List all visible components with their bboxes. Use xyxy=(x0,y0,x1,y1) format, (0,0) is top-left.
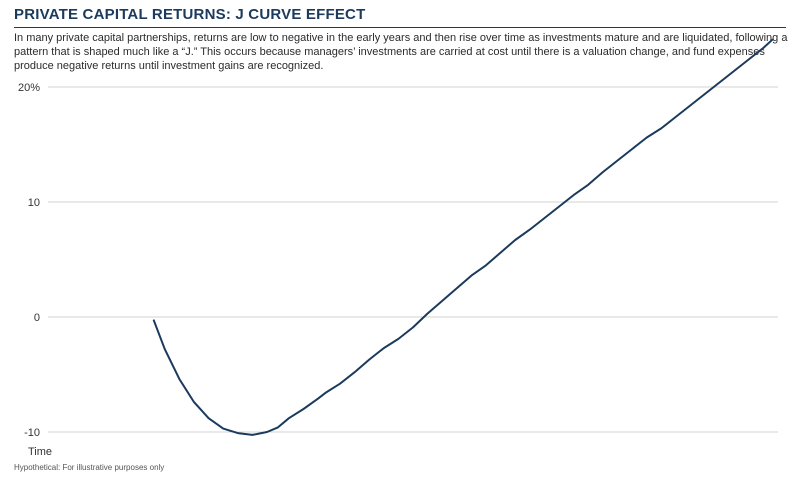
gridlines xyxy=(48,86,778,433)
y-axis-ticks: 20% 10 0 -10 xyxy=(18,82,40,439)
chart-title: PRIVATE CAPITAL RETURNS: J CURVE EFFECT xyxy=(14,6,366,23)
x-axis-label: Time xyxy=(28,446,52,458)
j-curve-line xyxy=(152,38,774,436)
chart-description: In many private capital partnerships, re… xyxy=(14,32,788,72)
y-tick-label: 0 xyxy=(34,312,40,324)
footnote: Hypothetical: For illustrative purposes … xyxy=(14,463,165,472)
title-divider xyxy=(14,27,786,28)
y-tick-label: 10 xyxy=(28,197,40,209)
y-tick-label: 20% xyxy=(18,82,40,94)
y-tick-label: -10 xyxy=(24,427,40,439)
